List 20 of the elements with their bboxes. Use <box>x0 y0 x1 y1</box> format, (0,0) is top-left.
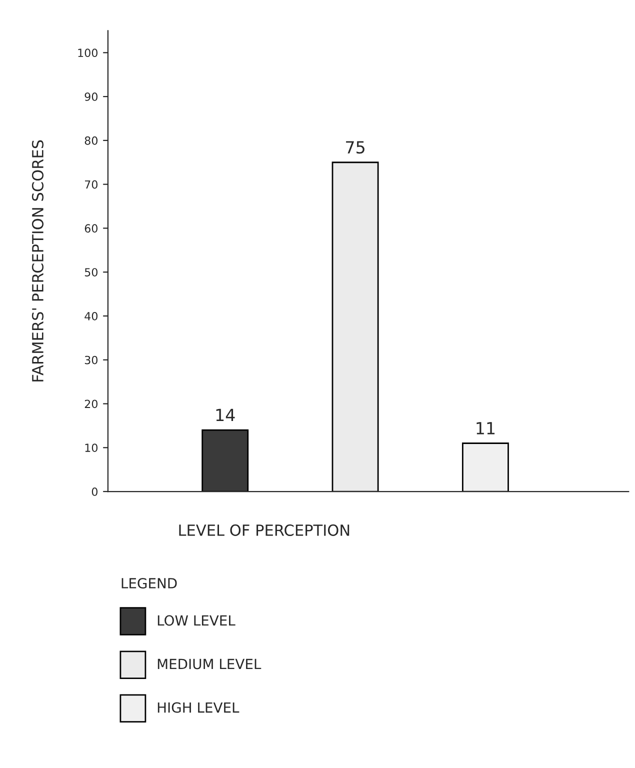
y-tick-label: 20 <box>84 400 98 408</box>
data-label: 11 <box>476 422 495 434</box>
y-tick-label: 90 <box>84 92 98 101</box>
y-axis-title: FARMERS' PERCEPTION SCORES <box>32 140 44 382</box>
y-tick-label: 100 <box>78 48 98 58</box>
y-tick-label: 80 <box>84 136 98 145</box>
y-tick-label: 0 <box>92 487 98 496</box>
legend-title: LEGEND <box>122 578 177 588</box>
y-tick-label: 10 <box>85 444 98 452</box>
y-tick-label: 70 <box>85 180 98 189</box>
y-tick-label: 30 <box>84 356 98 364</box>
y-tick-label: 40 <box>84 312 98 320</box>
x-axis-title: LEVEL OF PERCEPTION <box>179 524 350 536</box>
legend-label: HIGH LEVEL <box>158 702 240 713</box>
y-tick-label: 60 <box>84 224 98 233</box>
data-label: 14 <box>216 408 235 422</box>
data-label: 75 <box>346 141 364 154</box>
legend-label: LOW LEVEL <box>158 615 236 626</box>
y-tick-label: 50 <box>84 268 98 276</box>
legend-label: MEDIUM LEVEL <box>158 658 262 670</box>
